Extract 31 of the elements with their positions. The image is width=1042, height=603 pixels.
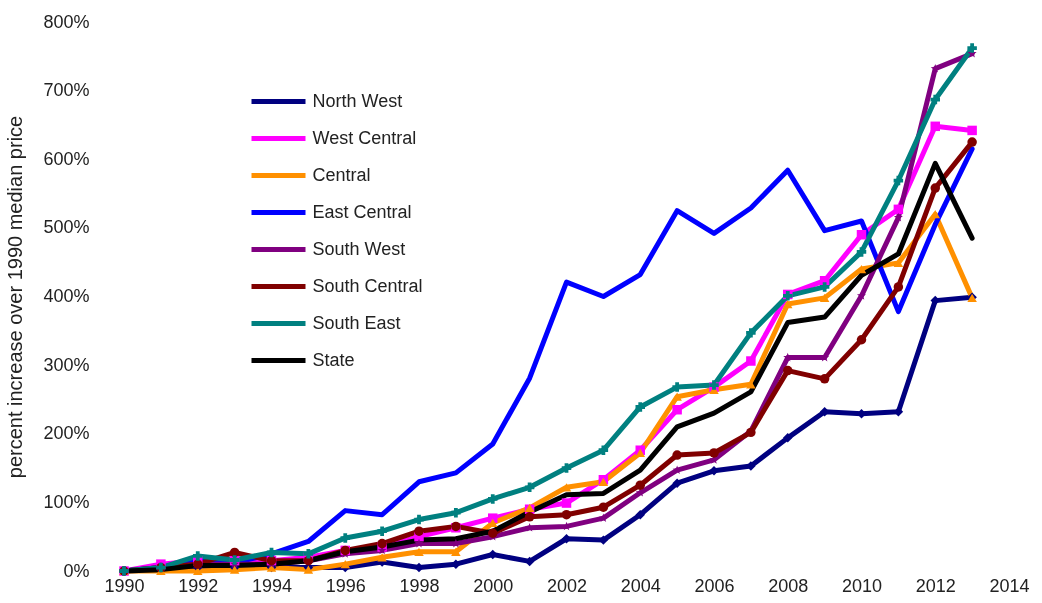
x-tick-label: 2000: [473, 575, 514, 596]
y-tick-label: 800%: [43, 11, 90, 32]
legend-label: South West: [312, 238, 406, 259]
y-axis-title: percent increase over 1990 median price: [4, 115, 27, 479]
y-tick-label: 600%: [43, 148, 90, 169]
legend-label: South East: [312, 312, 401, 333]
legend-label: South Central: [312, 275, 423, 296]
legend-label: East Central: [312, 201, 412, 222]
x-tick-label: 2006: [694, 575, 735, 596]
legend-label: Central: [312, 164, 371, 185]
x-tick-label: 2014: [989, 575, 1030, 596]
x-tick-label: 2002: [546, 575, 588, 596]
legend-label: North West: [312, 90, 403, 111]
y-tick-label: 500%: [43, 217, 90, 238]
x-tick-label: 1996: [325, 575, 366, 596]
y-tick-label: 0%: [63, 560, 90, 581]
x-tick-label: 1990: [104, 575, 145, 596]
y-tick-label: 100%: [43, 491, 90, 512]
x-tick-label: 2012: [915, 575, 956, 596]
x-tick-label: 1998: [399, 575, 440, 596]
y-tick-label: 700%: [43, 80, 90, 101]
x-tick-label: 2010: [841, 575, 883, 596]
legend-label: State: [312, 349, 355, 370]
legend-label: West Central: [312, 127, 417, 148]
y-tick-label: 200%: [43, 423, 90, 444]
x-tick-label: 1992: [178, 575, 219, 596]
x-tick-label: 1994: [251, 575, 293, 596]
x-tick-label: 2004: [620, 575, 661, 596]
x-tick-label: 2008: [768, 575, 809, 596]
y-tick-label: 300%: [43, 354, 90, 375]
y-tick-label: 400%: [43, 286, 90, 306]
